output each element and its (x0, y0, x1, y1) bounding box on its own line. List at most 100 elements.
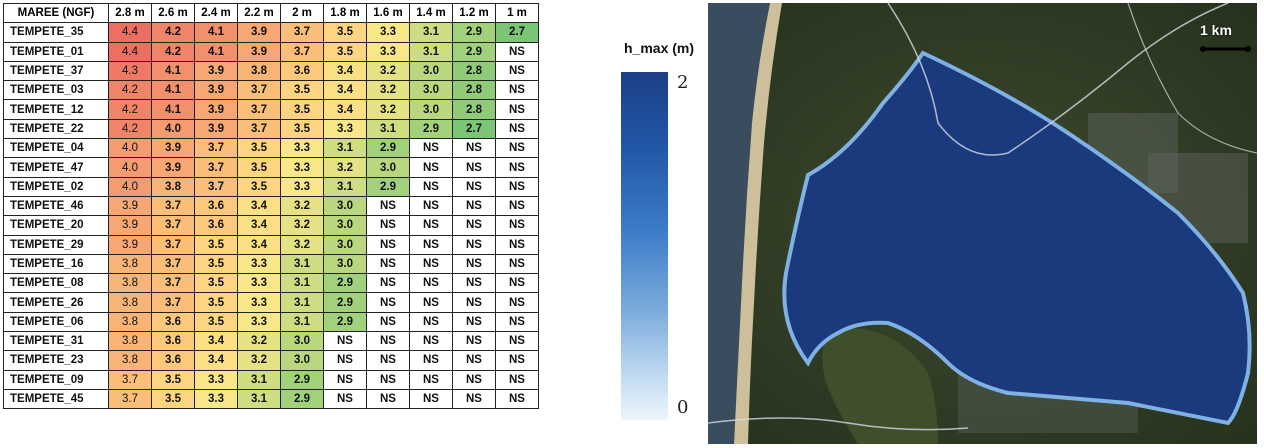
table-cell: 4.1 (151, 80, 195, 101)
table-cell: 2.8 (452, 60, 496, 82)
row-header: TEMPETE_16 (3, 253, 109, 275)
table-cell: 3.5 (323, 41, 367, 62)
table-cell: 4.2 (151, 41, 195, 62)
table-cell: NS (495, 99, 539, 120)
table-cell: 3.7 (151, 273, 195, 294)
row-header: TEMPETE_47 (3, 157, 109, 178)
table-cell: 3.3 (237, 253, 281, 275)
column-header: 1.8 m (323, 2, 367, 24)
table-cell: NS (366, 311, 410, 333)
table-cell: 3.9 (194, 60, 238, 82)
table-cell: 3.0 (409, 80, 453, 101)
table-cell: 2.9 (323, 292, 367, 313)
table-cell: 3.0 (409, 99, 453, 120)
table-cell: 2.8 (452, 99, 496, 120)
row-header: TEMPETE_46 (3, 195, 109, 217)
table-row: TEMPETE_45 3.7 3.5 3.3 3.1 2.9 NS NS NS NS NS (3, 388, 539, 410)
table-cell: 3.9 (194, 99, 238, 120)
table-cell: 3.7 (280, 41, 324, 62)
table-cell: NS (495, 331, 539, 352)
table-cell: 3.3 (280, 176, 324, 197)
table-cell: 3.7 (108, 369, 152, 390)
table-cell: 3.6 (151, 331, 195, 352)
table-cell: NS (409, 273, 453, 294)
table-cell: NS (366, 215, 410, 236)
table-cell: 3.0 (323, 195, 367, 217)
table-cell: 3.5 (151, 388, 195, 410)
scale-label: 1 km (1200, 22, 1232, 38)
table-cell: NS (495, 292, 539, 313)
table-cell: 4.1 (194, 41, 238, 62)
table-cell: 3.1 (280, 292, 324, 313)
table-cell: 3.3 (280, 157, 324, 178)
table-cell: NS (452, 331, 496, 352)
table-cell: 2.9 (280, 369, 324, 390)
table-cell: NS (495, 369, 539, 390)
row-header: TEMPETE_12 (3, 99, 109, 120)
table-cell: 3.6 (194, 215, 238, 236)
table-cell: 3.4 (323, 60, 367, 82)
table-body: TEMPETE_35 4.4 4.2 4.1 3.9 3.7 3.5 3.3 3.1 2.9 2.7… (3, 22, 539, 410)
table-cell: 2.9 (452, 22, 496, 43)
table-cell: NS (409, 176, 453, 197)
table-cell: 3.3 (237, 273, 281, 294)
table-cell: NS (366, 195, 410, 217)
table-cell: 4.2 (108, 80, 152, 101)
table-row: TEMPETE_04 4.0 3.9 3.7 3.5 3.3 3.1 2.9 NS NS NS (3, 138, 539, 159)
table-cell: NS (452, 369, 496, 390)
table-cell: 3.7 (194, 138, 238, 159)
table-cell: 3.2 (280, 195, 324, 217)
table-cell: 3.0 (280, 331, 324, 352)
table-cell: NS (452, 176, 496, 197)
table-cell: NS (495, 60, 539, 82)
table-row: TEMPETE_29 3.9 3.7 3.5 3.4 3.2 3.0 NS NS NS NS (3, 234, 539, 255)
table-cell: 3.9 (108, 195, 152, 217)
table-cell: NS (323, 369, 367, 390)
table-cell: 3.7 (194, 176, 238, 197)
table-cell: 3.5 (194, 292, 238, 313)
scale-bar-end (1245, 46, 1251, 52)
table-cell: NS (495, 253, 539, 275)
table-cell: 3.8 (108, 311, 152, 333)
table-cell: 3.2 (237, 331, 281, 352)
table-cell: NS (409, 292, 453, 313)
table-row: TEMPETE_26 3.8 3.7 3.5 3.3 3.1 2.9 NS NS NS NS (3, 292, 539, 313)
table-cell: 3.7 (151, 215, 195, 236)
table-row: TEMPETE_12 4.2 4.1 3.9 3.7 3.5 3.4 3.2 3.0 2.8 NS (3, 99, 539, 120)
table-cell: 3.6 (151, 311, 195, 333)
table-cell: 3.9 (151, 138, 195, 159)
table-cell: 3.7 (237, 99, 281, 120)
table-cell: 3.4 (323, 80, 367, 101)
table-cell: 2.9 (323, 273, 367, 294)
table-cell: 3.7 (194, 157, 238, 178)
table-cell: NS (409, 234, 453, 255)
table-cell: NS (409, 138, 453, 159)
column-header: 2.6 m (151, 2, 195, 24)
table-cell: 3.2 (280, 215, 324, 236)
table-cell: 3.7 (151, 253, 195, 275)
table-row: TEMPETE_37 4.3 4.1 3.9 3.8 3.6 3.4 3.2 3.0 2.8 NS (3, 60, 539, 82)
table-cell: 3.5 (280, 118, 324, 140)
table-cell: 3.7 (151, 292, 195, 313)
table-cell: 3.2 (280, 234, 324, 255)
table-cell: 2.9 (452, 41, 496, 62)
table-cell: 3.4 (237, 234, 281, 255)
row-header: TEMPETE_35 (3, 22, 109, 43)
table-row: TEMPETE_47 4.0 3.9 3.7 3.5 3.3 3.2 3.0 NS NS NS (3, 157, 539, 178)
table-cell: NS (452, 253, 496, 275)
table-cell: 4.2 (108, 99, 152, 120)
table-cell: 3.7 (108, 388, 152, 410)
table-cell: NS (409, 253, 453, 275)
table-cell: 3.4 (194, 331, 238, 352)
table-cell: NS (452, 273, 496, 294)
table-cell: 3.1 (280, 273, 324, 294)
column-header: 1 m (495, 2, 539, 24)
row-header: TEMPETE_23 (3, 350, 109, 371)
table-cell: NS (452, 157, 496, 178)
table-row: TEMPETE_01 4.4 4.2 4.1 3.9 3.7 3.5 3.3 3.1 2.9 NS (3, 41, 539, 62)
table-cell: 3.5 (323, 22, 367, 43)
column-header: 2 m (280, 2, 324, 24)
table-cell: NS (452, 234, 496, 255)
table-cell: 3.9 (237, 22, 281, 43)
table-cell: 3.0 (280, 350, 324, 371)
